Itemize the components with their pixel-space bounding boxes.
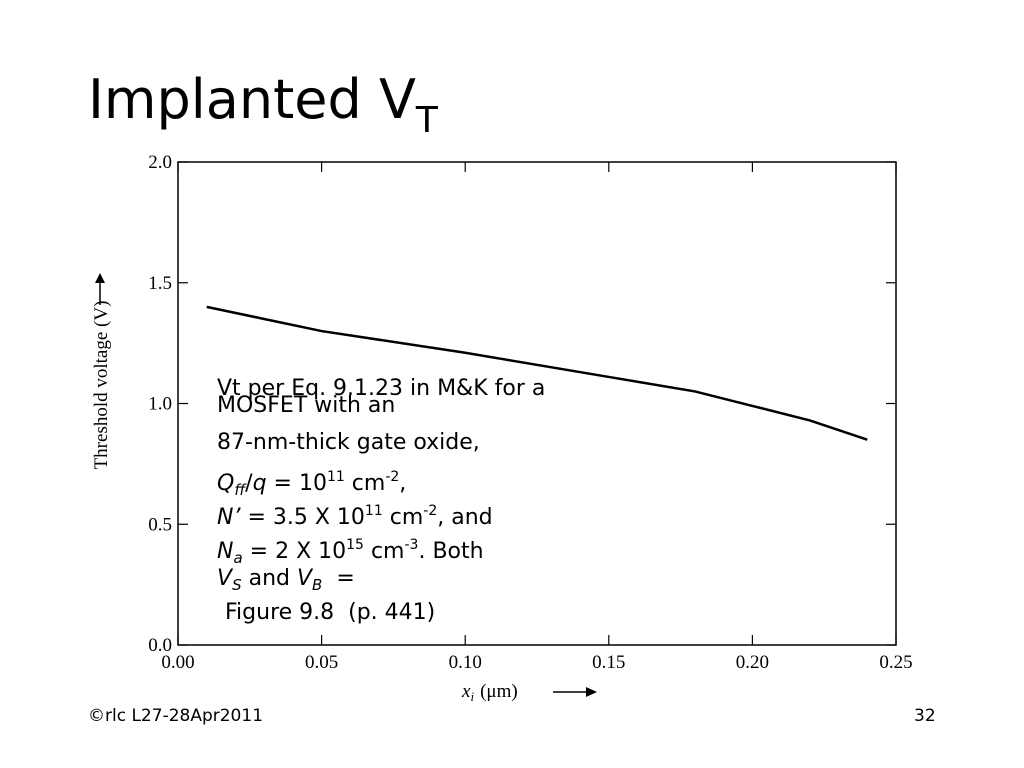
annotation-line: MOSFET with an	[217, 393, 545, 426]
annotation-text: V	[296, 566, 313, 591]
y-tick-label: 1.5	[148, 273, 172, 294]
annotation-text: 15	[346, 537, 364, 553]
annotation-text: /	[245, 471, 253, 496]
annotation-text: = 10	[266, 471, 327, 496]
x-tick-label: 0.20	[736, 652, 769, 673]
annotation-line: Figure 9.8 (p. 441)	[217, 596, 545, 630]
annotation-text: ff	[234, 481, 246, 499]
annotation-text: 11	[326, 469, 345, 485]
annotation-text: Q	[217, 471, 235, 496]
annotation-text: q	[252, 471, 267, 496]
x-tick-label: 0.10	[449, 652, 482, 673]
annotation-line: Na = 2 X 1015 cm-3. Both	[217, 528, 545, 567]
annotation-line: N’ = 3.5 X 1011 cm-2, and	[217, 494, 545, 530]
x-label-unit: (μm)	[480, 681, 518, 702]
y-tick-label: 1.0	[148, 394, 172, 415]
x-tick-label: 0.15	[592, 652, 625, 673]
annotation-text: 11	[364, 503, 383, 519]
annotation-text: V	[217, 566, 233, 591]
y-tick-label: 0.5	[148, 514, 172, 535]
curve	[206, 305, 868, 441]
annotation-text: =	[322, 566, 355, 591]
annotation-text: , and	[437, 505, 493, 530]
title-text: Implanted V	[88, 68, 416, 131]
annotation-text: ,	[399, 471, 407, 496]
annotation-text: N	[217, 539, 234, 564]
annotation-text: 87-nm-thick gate oxide,	[217, 430, 480, 455]
annotation-text: and	[241, 566, 297, 591]
annotation-text: Vt per Eq. 9.1.23 in M&K for a	[217, 376, 546, 401]
annotation-text: = 2 X 10	[242, 539, 347, 564]
footer-left: ©rlc L27-28Apr2011	[88, 706, 264, 726]
footer-right: 32	[914, 706, 936, 726]
x-label-sub: i	[470, 689, 474, 704]
annotation-text: -2	[385, 469, 400, 485]
annotation-text: N’	[217, 505, 241, 530]
annotation-text: = 3.5 X 10	[240, 505, 365, 530]
annotation-text: . Both	[418, 539, 484, 564]
annotation-text: S	[232, 576, 242, 594]
annotation-text: cm	[363, 539, 405, 564]
annotation-text: cm	[382, 505, 424, 530]
y-axis-label: Threshold voltage (V)	[91, 301, 112, 470]
x-axis-arrowhead	[586, 687, 597, 697]
annotation-line: Vt per Eq. 9.1.23 in M&K for a	[217, 372, 545, 406]
x-tick-label: 0.25	[879, 652, 912, 673]
annotation-line: 87-nm-thick gate oxide,	[217, 426, 545, 460]
annotation-text: B	[312, 576, 323, 594]
annotation-text: Figure 9.8 (p. 441)	[225, 600, 436, 625]
annotation-text: cm	[344, 471, 386, 496]
annotation: Vt per Eq. 9.1.23 in M&K for a MOSFET wit…	[217, 372, 545, 630]
x-axis-label: xi (μm)	[461, 681, 518, 704]
x-tick-label: 0.00	[161, 652, 194, 673]
x-tick-label: 0.05	[305, 652, 338, 673]
y-tick-label: 0.0	[148, 635, 172, 656]
x-label-var: x	[461, 681, 471, 702]
y-tick-label: 2.0	[148, 152, 172, 173]
y-axis-arrowhead	[95, 273, 105, 283]
slide-title: Implanted VT	[88, 68, 438, 141]
title-sub: T	[415, 100, 438, 141]
annotation-text: -3	[404, 537, 419, 553]
annotation-text: -2	[423, 503, 438, 519]
annotation-line: VS and VB =	[217, 562, 545, 596]
annotation-text: MOSFET with an	[217, 393, 396, 418]
annotation-line: Qff/q = 1011 cm-2,	[217, 460, 545, 499]
annotation-text: a	[233, 549, 243, 567]
